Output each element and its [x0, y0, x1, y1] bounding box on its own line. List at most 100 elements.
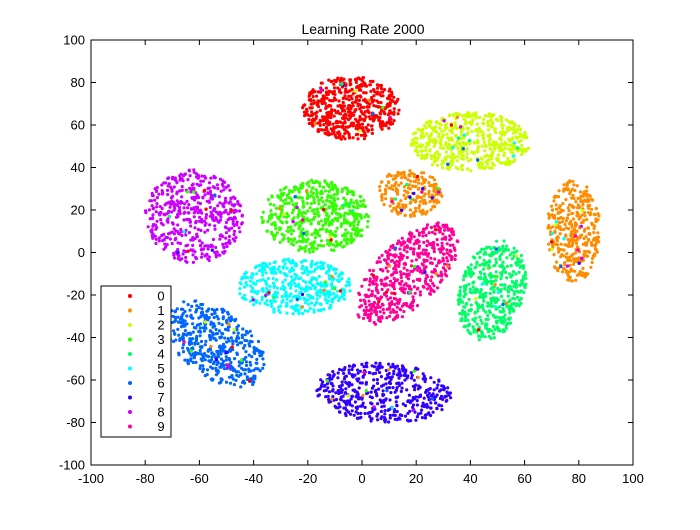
- point: [360, 117, 365, 121]
- point: [376, 302, 380, 306]
- point: [216, 204, 220, 208]
- point: [501, 315, 506, 320]
- point: [290, 242, 294, 246]
- point: [324, 229, 328, 234]
- point: [363, 405, 367, 409]
- point: [342, 297, 346, 301]
- point: [409, 247, 413, 251]
- point: [485, 245, 489, 249]
- point: [450, 131, 454, 135]
- point: [262, 261, 266, 265]
- point: [436, 274, 440, 278]
- point: [244, 350, 248, 354]
- outlier-point: [230, 345, 234, 349]
- point: [554, 203, 558, 207]
- point: [162, 212, 166, 216]
- point: [249, 275, 253, 279]
- point: [327, 215, 331, 219]
- point: [379, 101, 383, 105]
- point: [416, 178, 421, 182]
- point: [581, 194, 585, 198]
- point: [562, 267, 567, 271]
- outlier-point: [512, 141, 517, 145]
- point: [381, 307, 385, 312]
- point: [197, 352, 201, 356]
- point: [523, 273, 528, 277]
- point: [516, 257, 520, 261]
- point: [358, 115, 362, 119]
- point: [279, 304, 283, 308]
- point: [312, 231, 316, 235]
- point: [239, 385, 243, 389]
- point: [413, 206, 417, 210]
- point: [394, 400, 398, 404]
- point: [334, 271, 338, 276]
- point: [283, 278, 287, 282]
- point: [488, 260, 492, 264]
- point: [166, 192, 170, 197]
- point: [500, 132, 504, 137]
- cluster-0: [301, 76, 401, 141]
- point: [329, 115, 333, 120]
- point: [264, 280, 268, 284]
- point: [498, 305, 502, 309]
- point: [320, 128, 325, 132]
- outlier-point: [332, 292, 336, 296]
- point: [384, 382, 388, 386]
- point: [412, 214, 416, 218]
- point: [268, 262, 272, 266]
- point: [593, 247, 598, 251]
- point: [457, 302, 461, 306]
- point: [406, 178, 410, 182]
- point: [233, 216, 237, 220]
- outlier-point: [300, 305, 305, 309]
- point: [193, 341, 197, 345]
- point: [301, 181, 305, 186]
- point: [344, 403, 348, 407]
- point: [319, 191, 323, 195]
- point: [162, 238, 166, 242]
- point: [160, 189, 164, 193]
- point: [414, 131, 418, 135]
- point: [327, 206, 331, 210]
- point: [468, 142, 472, 146]
- point: [165, 188, 170, 192]
- point: [315, 297, 319, 301]
- point: [395, 305, 399, 309]
- point: [331, 384, 335, 388]
- point: [181, 332, 185, 336]
- point: [303, 268, 307, 272]
- point: [482, 308, 486, 312]
- point: [422, 396, 426, 400]
- point: [209, 358, 214, 362]
- point: [402, 272, 406, 276]
- point: [386, 102, 391, 106]
- point: [334, 397, 339, 402]
- point: [379, 112, 383, 116]
- point: [388, 413, 392, 417]
- point: [403, 197, 408, 201]
- point: [229, 336, 233, 340]
- point: [399, 275, 403, 280]
- point: [458, 285, 462, 289]
- point: [432, 388, 436, 392]
- point: [493, 315, 497, 319]
- point: [254, 367, 258, 371]
- point: [355, 226, 359, 230]
- point: [284, 220, 289, 224]
- point: [175, 203, 179, 207]
- point: [313, 228, 318, 232]
- point: [505, 264, 510, 268]
- point: [298, 286, 302, 290]
- point: [350, 394, 354, 398]
- point: [506, 248, 511, 252]
- point: [412, 378, 416, 382]
- point: [312, 99, 316, 103]
- point: [501, 319, 506, 323]
- point: [345, 242, 349, 246]
- point: [319, 119, 323, 123]
- point: [175, 307, 179, 311]
- point: [176, 223, 180, 227]
- point: [280, 193, 284, 197]
- point: [176, 327, 180, 331]
